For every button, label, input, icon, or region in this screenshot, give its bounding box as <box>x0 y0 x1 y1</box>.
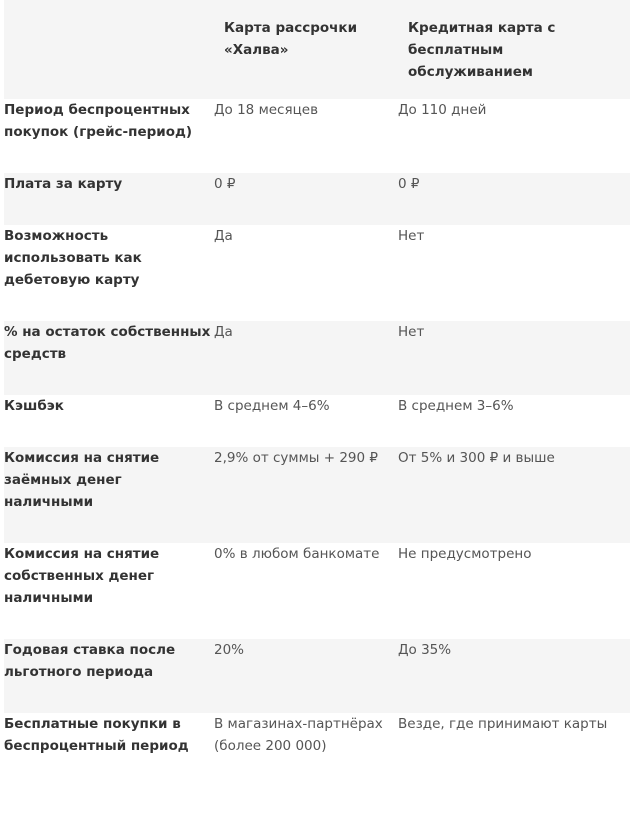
header-empty-cell <box>4 0 214 99</box>
row-label: Комиссия на снятие заёмных денег наличны… <box>4 450 160 510</box>
halva-value: 0% в любом банкомате <box>214 546 380 562</box>
row-label: Комиссия на снятие собственных денег нал… <box>4 546 160 606</box>
row-label: Возможность использовать как дебетовую к… <box>4 228 142 288</box>
halva-value: В среднем 4–6% <box>214 398 330 414</box>
row-label: Бесплатные покупки в беспроцентный перио… <box>4 716 189 754</box>
credit-value: Нет <box>398 324 425 340</box>
row-label: Кэшбэк <box>4 398 64 414</box>
row-label: Годовая ставка после льготного периода <box>4 642 176 680</box>
table-header-row: Карта рассрочки «Халва» Кредитная карта … <box>4 0 630 99</box>
halva-value: До 18 месяцев <box>214 102 319 118</box>
table-row: % на остаток собственных средств Да Нет <box>4 321 630 395</box>
table-row: Комиссия на снятие заёмных денег наличны… <box>4 447 630 543</box>
halva-value: В магазинах-партнёрах (более 200 000) <box>214 716 383 754</box>
credit-value: До 110 дней <box>398 102 487 118</box>
credit-value: В среднем 3–6% <box>398 398 514 414</box>
table-row: Годовая ставка после льготного периода 2… <box>4 639 630 713</box>
halva-value: 0 ₽ <box>214 176 236 192</box>
table-row: Бесплатные покупки в беспроцентный перио… <box>4 713 630 809</box>
table-row: Плата за карту 0 ₽ 0 ₽ <box>4 173 630 225</box>
credit-value: 0 ₽ <box>398 176 420 192</box>
halva-value: 20% <box>214 642 245 658</box>
credit-value: До 35% <box>398 642 452 658</box>
halva-value: 2,9% от суммы + 290 ₽ <box>214 450 378 466</box>
credit-value: Везде, где принимают карты <box>398 716 608 732</box>
credit-value: От 5% и 300 ₽ и выше <box>398 450 555 466</box>
table-row: Возможность использовать как дебетовую к… <box>4 225 630 321</box>
row-label: Период беспроцентных покупок (грейс-пери… <box>4 102 193 140</box>
halva-value: Да <box>214 228 233 244</box>
halva-value: Да <box>214 324 233 340</box>
credit-value: Не предусмотрено <box>398 546 532 562</box>
table-row: Период беспроцентных покупок (грейс-пери… <box>4 99 630 173</box>
comparison-table: Карта рассрочки «Халва» Кредитная карта … <box>4 0 630 809</box>
table-row: Комиссия на снятие собственных денег нал… <box>4 543 630 639</box>
table-row: Кэшбэк В среднем 4–6% В среднем 3–6% <box>4 395 630 447</box>
header-credit-card: Кредитная карта с бесплатным обслуживани… <box>408 20 556 80</box>
row-label: % на остаток собственных средств <box>4 324 211 362</box>
row-label: Плата за карту <box>4 176 123 192</box>
header-halva: Карта рассрочки «Халва» <box>224 20 358 58</box>
credit-value: Нет <box>398 228 425 244</box>
